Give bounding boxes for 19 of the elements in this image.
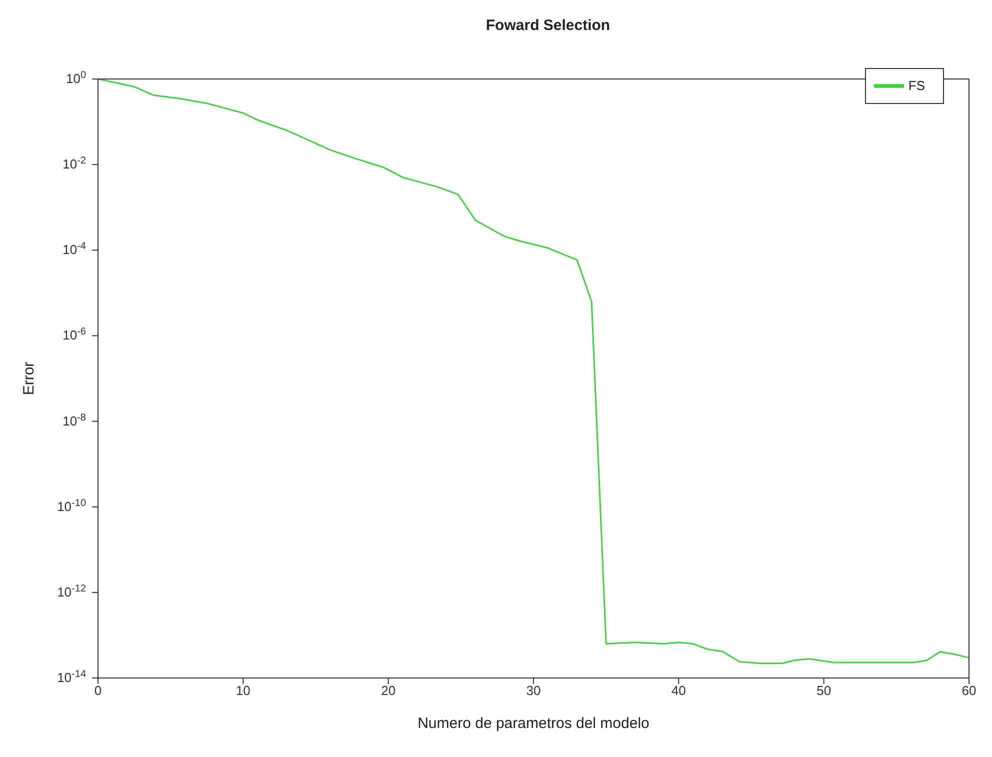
y-tick-label: 10$^{-12}$: [57, 582, 86, 600]
x-tick-label: 0: [94, 683, 102, 698]
y-tick-label: 10$^{0}$: [66, 70, 86, 86]
x-tick-label: 50: [816, 683, 832, 698]
x-tick-label: 40: [671, 683, 686, 698]
x-tick-label: 30: [526, 683, 541, 698]
x-tick-label: 20: [381, 683, 396, 698]
legend-label: FS: [908, 78, 925, 94]
y-axis-title: Error: [20, 362, 38, 396]
x-tick-label: 10: [236, 683, 250, 698]
x-axis-title: Numero de parametros del modelo: [418, 715, 650, 732]
y-tick-label: 10$^{-4}$: [62, 240, 86, 258]
chart-title: Foward Selection: [486, 17, 610, 34]
y-tick-label: 10$^{-10}$: [57, 497, 86, 514]
y-tick-label: 10$^{-6}$: [62, 326, 86, 343]
y-tick-label: 10$^{-14}$: [57, 668, 86, 685]
x-tick-label: 60: [962, 683, 976, 698]
y-tick-label: 10$^{-8}$: [62, 412, 86, 428]
y-tick-label: 10$^{-2}$: [62, 155, 86, 172]
